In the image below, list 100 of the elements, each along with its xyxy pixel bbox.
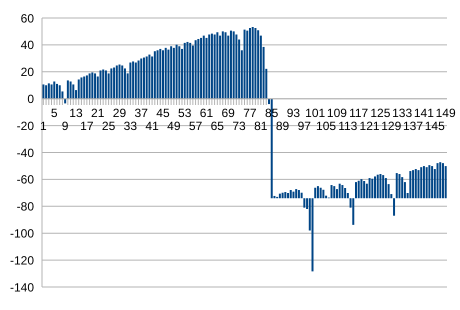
x-tick-label: 129 [381,119,402,133]
bar [444,166,447,198]
bar [129,62,132,99]
bar [121,65,124,99]
bar [230,30,232,99]
x-tick-label: 145 [424,119,446,133]
x-tick-label: 125 [370,106,391,120]
x-tick-label: 141 [414,106,434,120]
x-tick-label: 137 [403,119,424,133]
bar [420,167,422,198]
bar [422,166,425,198]
bar [412,170,414,198]
bar [418,170,420,198]
bar [219,36,222,99]
x-tick-label: 57 [188,119,203,133]
bar [170,46,172,99]
bar [186,42,188,99]
bar [303,198,306,208]
y-tick-label: -60 [16,172,34,187]
y-tick-label: 40 [20,38,34,52]
bar [110,68,112,99]
bar [371,178,374,198]
x-tick-label: 73 [232,119,246,133]
bar [333,186,336,198]
x-tick-label: 97 [298,119,312,133]
bar [320,188,322,198]
bar [282,192,284,198]
y-tick-label: -80 [16,200,34,214]
y-tick-label: -40 [16,146,34,160]
x-tick-label: 37 [134,106,148,120]
bar [202,36,205,99]
bar [300,192,303,198]
bar [94,73,96,99]
bar [244,30,246,99]
bar [83,76,86,99]
bar [358,180,360,198]
bar [338,184,341,198]
bar [376,174,379,198]
x-tick-label: 21 [91,106,105,120]
bar [341,185,344,198]
x-tick-label: 113 [338,119,358,133]
x-tick-label: 109 [326,106,348,120]
bar [189,42,192,99]
x-tick-label: 49 [167,119,181,133]
bar [284,192,286,198]
bar [214,34,216,99]
bar [287,192,290,198]
bar [414,169,417,198]
bar [254,28,256,99]
x-tick-label: 17 [80,119,94,133]
x-tick-label: 69 [222,106,236,120]
bar [409,171,412,198]
bar [56,84,58,99]
bar [42,84,44,99]
bar [72,84,74,99]
y-tick-label: -100 [10,226,34,240]
bar [140,58,142,99]
bar [102,70,104,99]
y-tick-label: -120 [10,253,34,268]
bar [210,34,213,99]
x-tick-label: 65 [210,119,224,133]
x-tick-label: 29 [112,106,126,120]
bar [314,188,316,198]
bar [316,186,319,198]
bar [352,198,354,225]
bar [80,77,82,99]
bar [78,79,80,99]
bar [50,84,53,99]
bar [99,70,102,99]
x-tick-label: 101 [305,106,326,120]
bar [278,194,281,198]
bar [194,40,197,99]
bar [104,70,107,99]
bar [45,85,48,99]
y-tick-label: -20 [16,118,34,133]
bar [197,38,200,99]
x-tick-label: 105 [316,119,336,133]
bar [176,44,178,99]
x-tick-label: 1 [40,119,48,133]
x-tick-label: 89 [276,119,290,133]
bar [246,30,248,99]
x-tick-label: 61 [200,106,214,120]
bar [154,51,156,99]
x-tick-label: 5 [50,106,58,120]
bar [86,75,88,99]
bar [205,38,208,99]
bar [134,62,137,99]
bar [159,48,162,99]
bar [374,176,376,198]
bar [53,81,56,99]
x-tick-label: 77 [243,106,257,120]
bar [426,167,428,198]
y-tick-label: 20 [20,65,34,80]
bar [138,60,140,99]
bar [200,38,202,99]
bar [360,179,362,198]
bar [222,31,224,99]
bar [88,73,91,99]
x-tick-label: 117 [349,106,369,120]
bar [322,190,324,198]
